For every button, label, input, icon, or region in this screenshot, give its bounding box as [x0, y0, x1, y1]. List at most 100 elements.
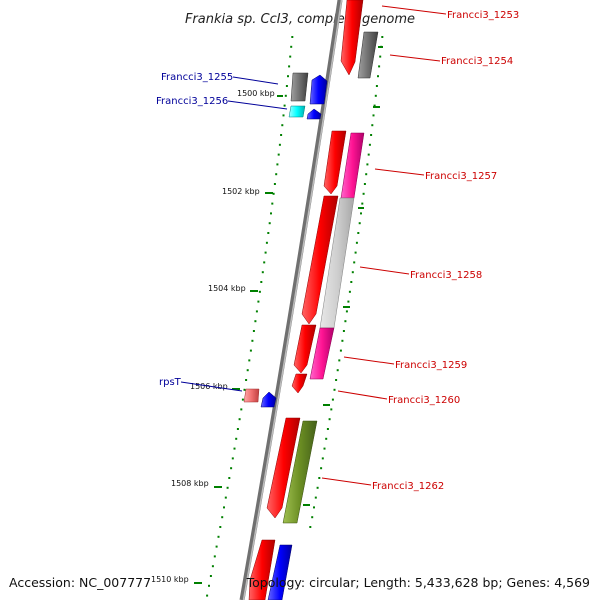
tick-dot: [326, 428, 329, 430]
tick-dot: [277, 153, 280, 156]
tick-dot: [367, 153, 370, 156]
label-francci3-1257[interactable]: Francci3_1257: [425, 171, 497, 182]
gene-red-bottom[interactable]: [248, 539, 276, 600]
tick-dot: [268, 222, 271, 225]
label-francci3-1258[interactable]: Francci3_1258: [410, 270, 482, 281]
label-francci3-1253[interactable]: Francci3_1253: [447, 10, 519, 21]
tick-dot: [335, 379, 338, 381]
tick-dot: [373, 104, 376, 107]
tick-dot: [280, 134, 283, 136]
tick-dot: [271, 202, 274, 205]
tick-dot: [264, 251, 267, 254]
tick-dot: [378, 65, 381, 68]
gene-red-1259[interactable]: [293, 324, 317, 374]
label-francci3-1262[interactable]: Francci3_1262: [372, 481, 444, 492]
tick-dot: [263, 261, 266, 264]
topology-text: Topology: circular; Length: 5,433,628 bp…: [246, 575, 590, 590]
tick-dot: [282, 114, 285, 117]
tick-dot: [249, 349, 252, 352]
tick-dot: [283, 104, 286, 107]
gene-francci3-1262[interactable]: [282, 420, 318, 524]
gene-francci3-1255[interactable]: [290, 72, 309, 102]
gene-features: [243, 0, 379, 600]
tick-dot: [341, 339, 344, 342]
tick-dot: [314, 496, 317, 499]
tick-dot: [281, 124, 284, 127]
tick-dot: [245, 379, 248, 381]
gene-francci3-1256[interactable]: [288, 105, 306, 118]
tick-dot: [351, 271, 354, 274]
tick-label-1510: 1510 kbp: [151, 575, 189, 584]
tick-dot: [285, 85, 288, 87]
gene-red-1262[interactable]: [266, 417, 301, 519]
tick-dot: [311, 516, 314, 519]
tick-dot: [255, 310, 258, 313]
tick-dot: [342, 330, 345, 332]
label-francci3-1255[interactable]: Francci3_1255: [161, 72, 233, 83]
tick-dot: [265, 241, 268, 244]
tick-dot: [278, 143, 281, 146]
tick-dot: [270, 212, 272, 215]
tick-dot: [233, 447, 236, 450]
tick-dot: [345, 310, 348, 313]
tick-dot: [355, 241, 358, 244]
tick-dot: [372, 114, 375, 117]
genome-backbone: [239, 0, 343, 600]
right-ticks: [303, 46, 383, 506]
tick-dot: [321, 457, 324, 460]
gene-francci3-1257[interactable]: [340, 132, 365, 199]
tick-dot: [251, 339, 254, 342]
tick-dot: [260, 281, 263, 283]
tick-dot: [221, 516, 224, 519]
gene-francci3-1254[interactable]: [357, 31, 379, 79]
tick-dot: [375, 85, 378, 87]
gene-francci3-1260[interactable]: [291, 373, 308, 394]
label-rpst[interactable]: rpsT: [159, 377, 182, 388]
tick-dot: [368, 143, 371, 146]
label-francci3-1260[interactable]: Francci3_1260: [388, 395, 460, 406]
tick-dot: [290, 45, 293, 48]
tick-labels: 1500 kbp 1502 kbp 1504 kbp 1506 kbp 1508…: [151, 89, 283, 584]
tick-dot: [350, 281, 353, 283]
tick-dot: [238, 418, 241, 421]
tick-dot: [267, 232, 270, 234]
tick-dot: [358, 222, 361, 225]
gene-blue-arrow-1[interactable]: [309, 74, 328, 105]
tick-dot: [252, 330, 255, 332]
tick-dot: [371, 124, 374, 127]
gene-francci3-1253[interactable]: [340, 0, 364, 76]
gene-blue-arrow-2[interactable]: [306, 108, 322, 120]
tick-dot: [275, 173, 278, 176]
tick-dot: [215, 545, 218, 548]
tick-dot: [231, 457, 234, 460]
tick-dot: [313, 506, 315, 509]
tick-dot: [289, 55, 292, 58]
label-francci3-1256[interactable]: Francci3_1256: [156, 96, 228, 107]
tick-dot: [273, 183, 276, 185]
leader-lines: [180, 5, 447, 486]
gene-francci3-1259[interactable]: [309, 327, 335, 380]
gene-rpst[interactable]: [243, 388, 260, 403]
gene-blue-arrow-3[interactable]: [260, 391, 277, 408]
gene-labels: Francci3_1253 Francci3_1254 Francci3_125…: [156, 10, 519, 492]
map-title: Frankia sp. CcI3, complete genome: [185, 12, 415, 27]
gene-blue-bottom[interactable]: [267, 544, 293, 600]
tick-dot: [339, 349, 342, 352]
tick-dot: [284, 94, 287, 97]
tick-dot: [223, 506, 225, 509]
label-francci3-1259[interactable]: Francci3_1259: [395, 360, 467, 371]
tick-label-1508: 1508 kbp: [171, 479, 209, 488]
tick-dot: [309, 526, 312, 528]
label-francci3-1254[interactable]: Francci3_1254: [441, 56, 513, 67]
tick-dot: [235, 437, 238, 440]
tick-dot: [365, 173, 368, 176]
tick-dot: [320, 467, 323, 470]
tick-dot: [226, 486, 229, 489]
tick-dot: [208, 584, 210, 587]
tick-dot: [217, 535, 220, 538]
gene-red-1258[interactable]: [301, 195, 339, 325]
tick-dot: [361, 202, 364, 205]
tick-dot: [291, 36, 294, 38]
gene-red-1257[interactable]: [323, 130, 347, 195]
